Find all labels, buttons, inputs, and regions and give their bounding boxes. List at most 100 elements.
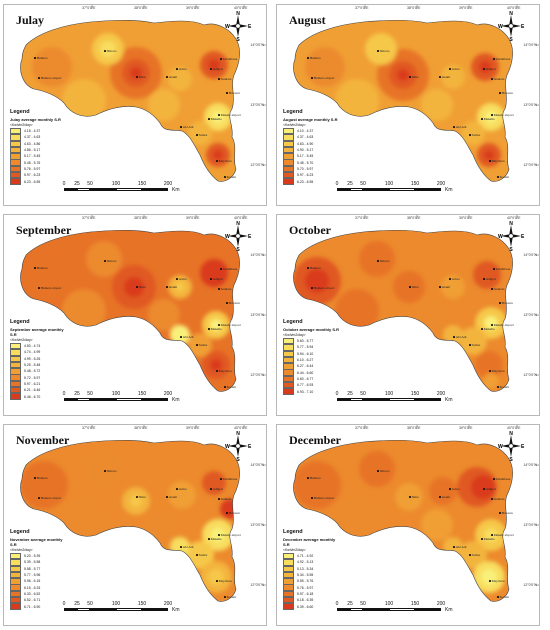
longitude-label: 37°0'0"E [355,216,369,220]
longitude-label: 39°0'0"E [459,426,473,430]
scale-segment [77,188,90,191]
legend-unit: <Kwh/m2/day> [283,123,306,127]
legend-class-label: 5.76 - 5.97 [24,166,41,171]
city-label: Korem [224,595,236,599]
svg-text:N: N [236,221,240,227]
scale-segment [337,188,350,191]
legend-unit: <Kwh/m2/day> [10,548,33,552]
radiation-zone [441,65,465,89]
legend-class-label: 6.77 - 6.93 [297,383,314,388]
longitude-label: 40°0'0"E [234,6,248,10]
scale-tick-label: 200 [436,181,446,187]
city-label: Adwa [449,67,460,71]
city-label: Humera [34,476,48,480]
region-boundary [293,229,513,392]
longitude-label: 39°0'0"E [186,6,200,10]
city-label: Zalambesa [220,477,238,481]
map-legend: Legend November average monthly S.R <Kwh/m… [10,529,70,610]
region-boundary [293,439,513,602]
scale-bar: 0 25 50 100 150 200 Km [336,601,477,617]
scale-tick-label: 50 [360,391,366,397]
city-label: Maychew [216,159,232,163]
legend-swatch [10,552,21,560]
legend-swatch [283,159,294,166]
legend-item: 5.45 - 5.70 [283,159,343,166]
legend-item: 5.45 - 5.76 [10,159,70,166]
longitude-label: 38°0'0"E [134,6,148,10]
city-label: Hawzen [226,301,240,305]
city-label: Adwa [176,487,187,491]
svg-text:S: S [236,37,240,41]
radiation-zone [429,477,457,505]
longitude-label: 40°0'0"E [234,426,248,430]
scale-segment [415,608,441,611]
legend-item: 5.77 - 5.94 [283,344,343,351]
svg-text:W: W [498,234,503,240]
longitude-label: 39°0'0"E [186,216,200,220]
city-label: Maychew [489,579,505,583]
scale-segment [142,608,168,611]
svg-text:S: S [509,457,513,461]
scale-segment [90,398,116,401]
legend-class-label: 4.37 - 4.63 [297,135,314,140]
scale-segment [363,188,389,191]
month-title: November [16,433,70,447]
scale-tick-label: 100 [384,181,394,187]
city-label: Adwa [449,277,460,281]
legend-swatch [283,153,294,160]
scale-segment [64,188,77,191]
city-label: Shiraro [104,469,117,473]
radiation-zone [305,47,345,87]
region-boundary [20,439,240,602]
legend-swatch [283,178,294,185]
radiation-zone [200,259,228,287]
legend-item: 5.77 - 5.96 [10,571,70,579]
legend-swatch [10,159,21,166]
radiation-zone [484,150,494,160]
city-label: Humera [307,56,321,60]
city-label: Senkata [491,497,505,501]
city-label: Korem [497,595,509,599]
svg-text:N: N [509,221,513,227]
latitude-label: 14°0'0"N [250,463,264,467]
scale-segment [363,608,389,611]
city-label: Abi Adi [180,335,194,339]
scale-tick-label: 50 [87,181,93,187]
latitude-label: 13°0'0"N [523,523,537,527]
longitude-label: 38°0'0"E [407,426,421,430]
svg-text:N: N [236,431,240,437]
legend-item: 5.94 - 6.10 [283,350,343,357]
legend-unit: <Kwh/m2/day> [10,123,33,127]
legend-class-label: 5.58 - 5.77 [24,566,41,571]
legend-swatch [283,388,294,395]
city-label: Humera airport [311,496,335,500]
legend-class-label: 4.15 - 4.37 [24,129,41,134]
legend-unit: <Kwh/m2/day> [283,333,306,337]
city-label: Maychew [216,579,232,583]
scale-tick-label: 100 [384,601,394,607]
legend-class-label: 5.25 - 5.48 [24,363,41,368]
legend-item: 4.74 - 4.99 [10,349,70,356]
legend-item: 4.92 - 5.13 [283,559,343,566]
legend-class-label: 5.13 - 5.34 [297,566,314,571]
city-label: Zalambesa [493,57,511,61]
longitude-label: 40°0'0"E [507,216,521,220]
legend-item: 6.60 - 6.77 [283,375,343,383]
legend-title: Legend [283,109,303,115]
city-label: Axum [439,285,450,289]
legend-item: 5.60 - 5.77 [283,337,343,345]
month-title: Julay [16,13,45,27]
svg-text:S: S [509,37,513,41]
legend-class-label: 6.27 - 6.44 [297,364,314,369]
city-label: Humera airport [311,76,335,80]
legend-item: 4.37 - 4.63 [283,134,343,141]
legend-swatch [283,382,294,389]
scale-bar: 0 25 50 100 150 200 Km [63,601,204,617]
city-label: Mekele airport [491,323,514,327]
city-label: Shire [409,75,419,79]
city-label: Senkata [491,77,505,81]
city-label: Korem [224,385,236,389]
legend-swatch [10,374,21,381]
legend-class-label: 6.93 - 7.10 [297,389,314,394]
legend-item: 4.63 - 4.90 [283,140,343,147]
